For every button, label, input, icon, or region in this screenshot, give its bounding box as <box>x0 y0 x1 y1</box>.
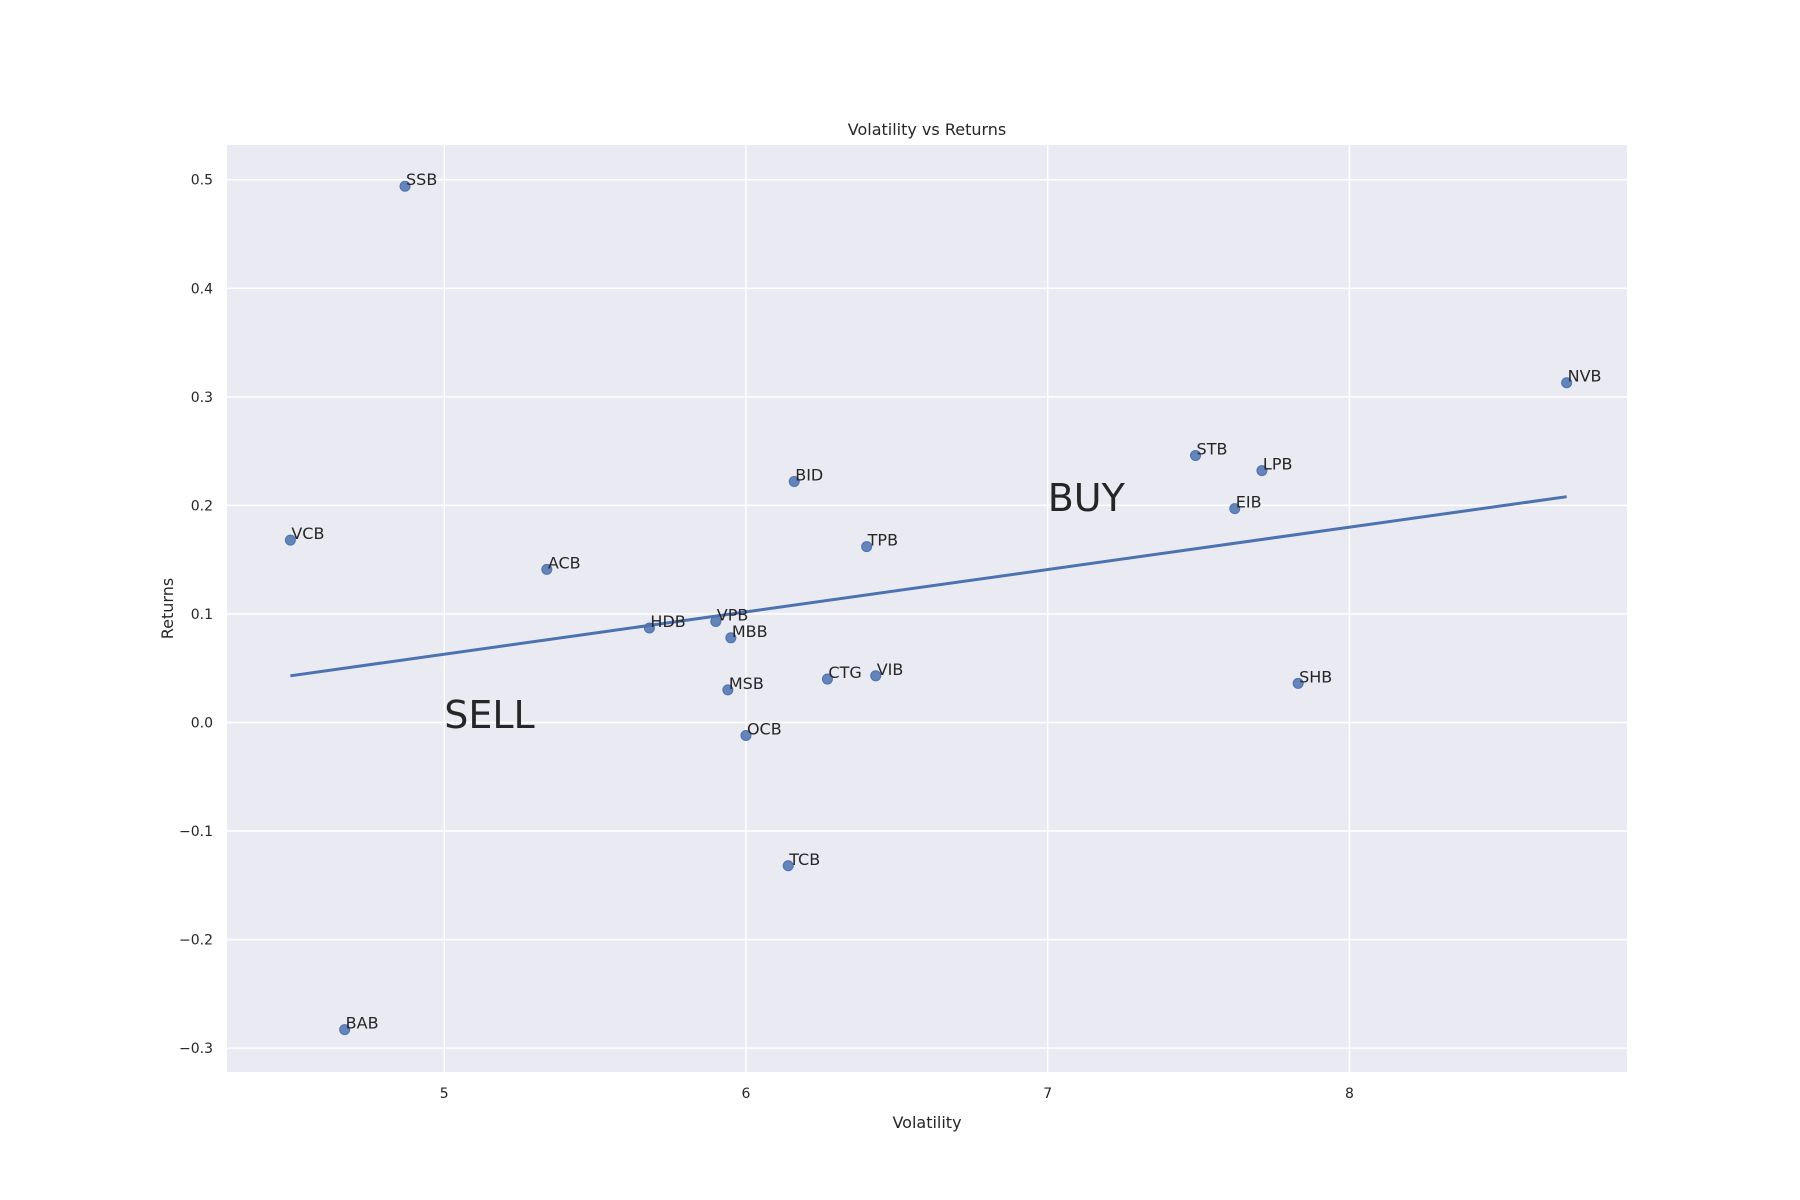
point-label: SHB <box>1299 667 1332 686</box>
data-point <box>722 684 734 696</box>
data-point <box>725 632 737 644</box>
data-point <box>1229 503 1241 515</box>
point-label: BAB <box>346 1014 379 1033</box>
data-point <box>643 622 655 634</box>
point-label: TCB <box>788 850 820 869</box>
point-label: VIB <box>877 660 904 679</box>
y-axis-label: Returns <box>158 578 177 639</box>
data-point <box>339 1024 351 1036</box>
point-label: HDB <box>650 612 685 631</box>
point-label: ACB <box>548 553 581 572</box>
data-point <box>788 475 800 487</box>
chart-title: Volatility vs Returns <box>848 120 1007 139</box>
point-label: CTG <box>828 663 861 682</box>
point-label: LPB <box>1263 455 1293 474</box>
point-label: EIB <box>1236 493 1262 512</box>
annotation-sell: SELL <box>444 693 534 737</box>
data-point <box>710 616 722 628</box>
grid-lines <box>227 145 1627 1072</box>
y-tick-label: 0.2 <box>191 498 213 514</box>
point-label: VCB <box>291 524 324 543</box>
annotations: BUY SELL <box>444 476 1125 737</box>
y-tick-label: −0.2 <box>179 933 213 949</box>
data-point <box>740 730 752 742</box>
data-point <box>284 534 296 546</box>
y-tick-label: 0.3 <box>191 390 213 406</box>
point-label: TPB <box>867 531 898 550</box>
y-tick-label: 0.1 <box>191 607 213 623</box>
data-point <box>821 673 833 685</box>
x-tick-label: 7 <box>1043 1086 1052 1102</box>
trend-line <box>290 495 1567 678</box>
y-axis-ticks: −0.3 −0.2 −0.1 0.0 0.1 0.2 0.3 0.4 0.5 <box>179 173 213 1057</box>
point-label: STB <box>1197 439 1228 458</box>
point-label: SSB <box>406 170 437 189</box>
y-tick-label: 0.4 <box>191 281 213 297</box>
y-tick-label: 0.0 <box>191 715 213 731</box>
y-tick-label: 0.5 <box>191 173 213 189</box>
x-axis-label: Volatility <box>892 1113 961 1132</box>
data-point <box>1190 449 1202 461</box>
x-tick-label: 6 <box>742 1086 751 1102</box>
point-label: MBB <box>732 622 768 641</box>
data-point <box>782 860 794 872</box>
data-point <box>861 541 873 553</box>
plot-area <box>227 145 1627 1072</box>
y-tick-label: −0.3 <box>179 1041 213 1057</box>
y-tick-label: −0.1 <box>179 824 213 840</box>
annotation-buy: BUY <box>1048 476 1126 520</box>
point-label: VPB <box>717 606 749 625</box>
point-label: NVB <box>1568 367 1602 386</box>
point-label: OCB <box>747 720 782 739</box>
point-label: MSB <box>729 674 764 693</box>
data-point <box>1292 677 1304 689</box>
point-label: BID <box>795 465 823 484</box>
x-tick-label: 5 <box>440 1086 449 1102</box>
x-tick-label: 8 <box>1345 1086 1354 1102</box>
data-point <box>399 180 411 192</box>
data-point <box>541 563 553 575</box>
x-axis-ticks: 5 6 7 8 <box>440 1086 1354 1102</box>
data-point <box>870 670 882 682</box>
data-point <box>1256 465 1268 477</box>
data-point <box>1561 377 1573 389</box>
